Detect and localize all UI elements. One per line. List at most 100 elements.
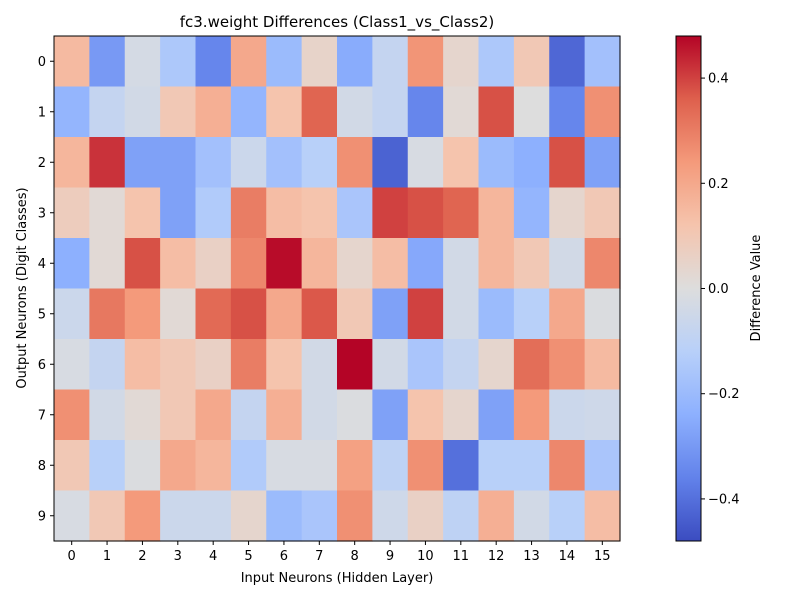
heatmap-cell-r0-c6 (266, 36, 303, 88)
heatmap-cell-r4-c9 (372, 238, 409, 290)
heatmap-cell-r0-c1 (89, 36, 126, 88)
heatmap-cell-r3-c8 (337, 187, 373, 239)
heatmap-cell-r2-c14 (549, 137, 586, 189)
heatmap-cell-r2-c7 (301, 137, 338, 189)
heatmap-cell-r9-c5 (230, 490, 267, 542)
heatmap-cell-r2-c1 (89, 137, 126, 189)
y-axis-label: Output Neurons (Digit Classes) (15, 187, 30, 388)
x-axis-ticks: 0 1 2 3 4 5 6 7 8 9 10 11 12 13 14 15 (68, 541, 611, 564)
y-tick-label-7: 7 (38, 408, 46, 423)
heatmap-cell-r0-c12 (478, 36, 515, 88)
heatmap-cell-r5-c6 (266, 288, 303, 340)
heatmap-cell-r3-c3 (160, 187, 197, 239)
heatmap-cell-r0-c11 (443, 36, 480, 88)
x-tick-label-2: 2 (138, 549, 146, 564)
heatmap-cell-r2-c9 (372, 137, 409, 189)
heatmap-cell-r7-c2 (124, 389, 161, 441)
heatmap-cell-r4-c5 (230, 238, 267, 290)
heatmap-cell-r0-c13 (513, 36, 550, 88)
heatmap-cell-r1-c12 (478, 86, 515, 138)
colorbar-tick-label-3: 0.2 (708, 177, 729, 192)
heatmap-cell-r6-c7 (301, 339, 338, 391)
heatmap-cell-r8-c14 (549, 440, 586, 492)
heatmap-cell-r4-c10 (407, 238, 444, 290)
heatmap-cell-r9-c12 (478, 490, 515, 542)
heatmap-cell-r1-c15 (584, 86, 621, 138)
heatmap-cell-r0-c9 (372, 36, 409, 88)
heatmap-cell-r3-c0 (54, 187, 90, 239)
heatmap-cell-r8-c13 (513, 440, 550, 492)
chart-title: fc3.weight Differences (Class1_vs_Class2… (180, 13, 495, 32)
heatmap-cell-r1-c13 (513, 86, 550, 138)
heatmap-cell-r6-c3 (160, 339, 197, 391)
heatmap-cell-r9-c8 (337, 490, 373, 542)
heatmap-cell-r7-c14 (549, 389, 586, 441)
heatmap-cell-r4-c14 (549, 238, 586, 290)
y-tick-label-3: 3 (38, 206, 46, 221)
heatmap-cell-r6-c5 (230, 339, 267, 391)
y-tick-label-2: 2 (38, 156, 46, 171)
heatmap-cell-r0-c2 (124, 36, 161, 88)
heatmap-cell-r3-c1 (89, 187, 126, 239)
heatmap-cell-r0-c14 (549, 36, 586, 88)
y-tick-label-0: 0 (38, 55, 46, 70)
x-tick-label-4: 4 (209, 549, 217, 564)
heatmap-cell-r1-c8 (337, 86, 373, 138)
heatmap-cell-r2-c8 (337, 137, 373, 189)
heatmap-cell-r5-c5 (230, 288, 267, 340)
heatmap-cell-r1-c11 (443, 86, 480, 138)
heatmap-cell-r9-c6 (266, 490, 303, 542)
heatmap-cell-r4-c7 (301, 238, 338, 290)
heatmap-cell-r5-c7 (301, 288, 338, 340)
heatmap-cell-r4-c0 (54, 238, 90, 290)
y-tick-label-9: 9 (38, 509, 46, 524)
heatmap-cell-r9-c9 (372, 490, 409, 542)
heatmap-cell-r4-c1 (89, 238, 126, 290)
heatmap-cell-r9-c3 (160, 490, 197, 542)
heatmap-cell-r5-c3 (160, 288, 197, 340)
plot-frame (53, 35, 621, 542)
heatmap-cell-r1-c6 (266, 86, 303, 138)
heatmap-cell-r4-c11 (443, 238, 480, 290)
x-tick-label-13: 13 (523, 549, 540, 564)
heatmap-cell-r8-c5 (230, 440, 267, 492)
x-tick-label-12: 12 (488, 549, 505, 564)
heatmap-cell-r5-c13 (513, 288, 550, 340)
heatmap-cell-r0-c5 (230, 36, 267, 88)
heatmap-cell-r4-c2 (124, 238, 161, 290)
colorbar-tick-label-1: −0.2 (708, 387, 740, 402)
heatmap-cell-r5-c2 (124, 288, 161, 340)
heatmap-cell-r5-c8 (337, 288, 373, 340)
heatmap-cell-r2-c13 (513, 137, 550, 189)
heatmap-cell-r1-c2 (124, 86, 161, 138)
heatmap-cell-r2-c15 (584, 137, 621, 189)
heatmap-cell-r0-c4 (195, 36, 232, 88)
heatmap-cell-r2-c4 (195, 137, 232, 189)
heatmap-cell-r8-c0 (54, 440, 90, 492)
heatmap-cell-r2-c0 (54, 137, 90, 189)
heatmap-cell-r6-c9 (372, 339, 409, 391)
heatmap-cell-r8-c6 (266, 440, 303, 492)
x-tick-label-7: 7 (315, 549, 323, 564)
heatmap-cell-r9-c2 (124, 490, 161, 542)
y-tick-label-6: 6 (38, 358, 46, 373)
heatmap-cell-r9-c4 (195, 490, 232, 542)
heatmap-cell-r3-c4 (195, 187, 232, 239)
heatmap-cells (54, 36, 621, 542)
heatmap-cell-r8-c11 (443, 440, 480, 492)
heatmap-cell-r0-c7 (301, 36, 338, 88)
heatmap-cell-r9-c7 (301, 490, 338, 542)
heatmap-cell-r1-c0 (54, 86, 90, 138)
heatmap-cell-r1-c9 (372, 86, 409, 138)
x-tick-label-9: 9 (386, 549, 394, 564)
heatmap-cell-r8-c4 (195, 440, 232, 492)
heatmap-cell-r3-c11 (443, 187, 480, 239)
heatmap-cell-r3-c14 (549, 187, 586, 239)
heatmap-cell-r6-c10 (407, 339, 444, 391)
x-tick-label-15: 15 (594, 549, 611, 564)
heatmap-cell-r2-c12 (478, 137, 515, 189)
colorbar-label: Difference Value (749, 235, 764, 342)
heatmap-cell-r1-c10 (407, 86, 444, 138)
x-tick-label-8: 8 (351, 549, 359, 564)
